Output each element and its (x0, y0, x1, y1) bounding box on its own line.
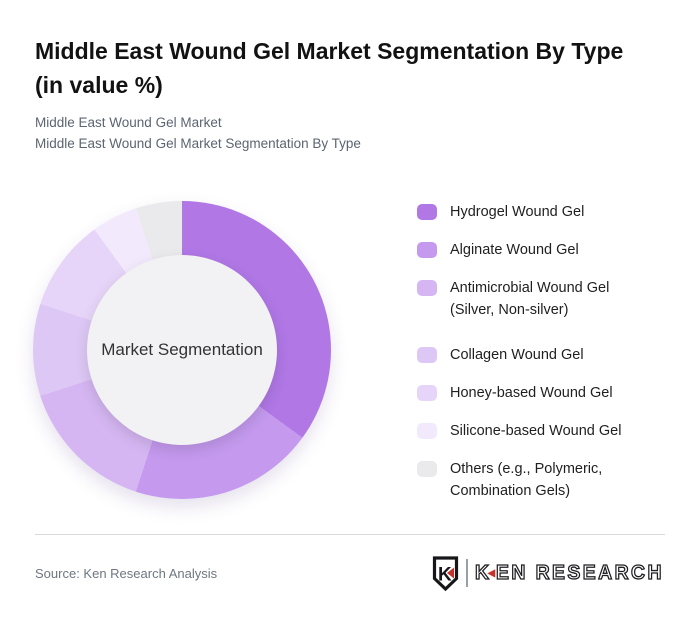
legend-swatch (417, 423, 437, 439)
legend-swatch (417, 461, 437, 477)
legend-swatch (417, 347, 437, 363)
ken-research-logo: K K ◀ EN RESEARCH (432, 553, 670, 593)
legend-item-0: Hydrogel Wound Gel (417, 201, 679, 223)
donut-center: Market Segmentation (87, 255, 277, 445)
page-title-line-2: (in value %) (35, 72, 163, 98)
svg-text:K: K (438, 564, 452, 585)
brand-letter-k: K (475, 561, 492, 584)
page-title: Middle East Wound Gel Market Segmentatio… (35, 34, 623, 102)
legend-label: Silicone-based Wound Gel (450, 423, 622, 439)
legend-item-4: Honey-based Wound Gel (417, 382, 679, 404)
legend-swatch (417, 280, 437, 296)
legend-label: Honey-based Wound Gel (450, 385, 613, 401)
legend-label: Hydrogel Wound Gel (450, 204, 585, 220)
ken-research-shield-icon: K (433, 555, 459, 591)
legend-label: Others (e.g., Polymeric, Combination Gels… (450, 461, 603, 499)
brand-rest-text: EN RESEARCH (496, 561, 665, 584)
legend-item-5: Silicone-based Wound Gel (417, 420, 679, 442)
legend-label: Collagen Wound Gel (450, 347, 584, 363)
subtitle-line-2: Middle East Wound Gel Market Segmentatio… (35, 136, 361, 151)
legend-item-1: Alginate Wound Gel (417, 239, 679, 261)
brand-wordmark: K ◀ EN RESEARCH (475, 561, 665, 585)
legend-label: Alginate Wound Gel (450, 242, 579, 258)
legend-swatch (417, 204, 437, 220)
page-title-line-1: Middle East Wound Gel Market Segmentatio… (35, 38, 624, 64)
donut-center-label: Market Segmentation (101, 340, 263, 359)
footer-divider (35, 534, 665, 535)
legend-swatch (417, 385, 437, 401)
shield-red-triangle-icon (447, 567, 455, 578)
legend-item-2: Antimicrobial Wound Gel (Silver, Non-silv… (417, 277, 679, 321)
legend-item-6: Others (e.g., Polymeric, Combination Gels… (417, 458, 679, 502)
brand-red-triangle-icon: ◀ (487, 567, 496, 579)
donut-chart: Market Segmentation (33, 201, 331, 499)
logo-divider-bar (466, 559, 469, 587)
legend-item-3: Collagen Wound Gel (417, 344, 679, 366)
page-subtitle: Middle East Wound Gel Market Middle East… (35, 112, 361, 154)
legend: Hydrogel Wound Gel Alginate Wound Gel Anti… (417, 201, 679, 525)
legend-swatch (417, 242, 437, 258)
source-text: Source: Ken Research Analysis (35, 566, 218, 581)
legend-label: Antimicrobial Wound Gel (Silver, Non-silv… (450, 280, 610, 318)
subtitle-line-1: Middle East Wound Gel Market (35, 115, 222, 130)
